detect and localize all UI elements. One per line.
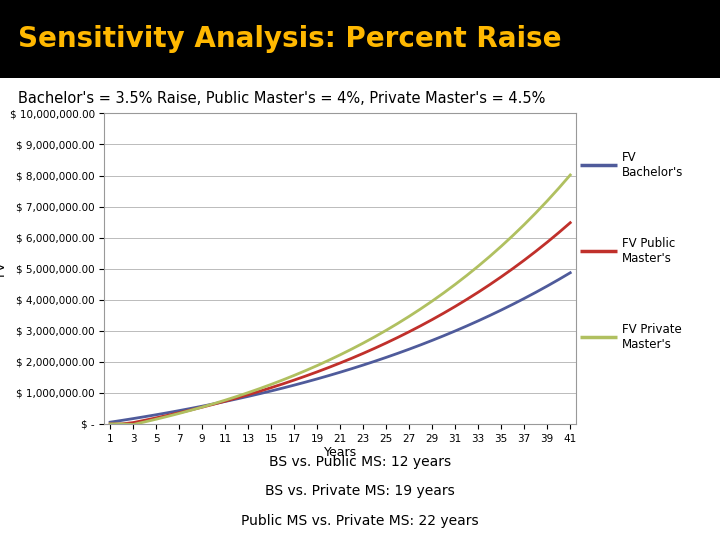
Text: Sensitivity Analysis: Percent Raise: Sensitivity Analysis: Percent Raise (18, 25, 562, 53)
Text: Bachelor's = 3.5% Raise, Public Master's = 4%, Private Master's = 4.5%: Bachelor's = 3.5% Raise, Public Master's… (18, 91, 545, 106)
Text: BS vs. Private MS: 19 years: BS vs. Private MS: 19 years (265, 484, 455, 498)
Text: BS vs. Public MS: 12 years: BS vs. Public MS: 12 years (269, 455, 451, 469)
Text: FV
Bachelor's: FV Bachelor's (622, 151, 683, 179)
Y-axis label: FV: FV (0, 261, 6, 276)
Text: FV Private
Master's: FV Private Master's (622, 322, 682, 350)
X-axis label: Years: Years (323, 447, 357, 460)
Text: Public MS vs. Private MS: 22 years: Public MS vs. Private MS: 22 years (241, 514, 479, 528)
Text: FV Public
Master's: FV Public Master's (622, 237, 675, 265)
